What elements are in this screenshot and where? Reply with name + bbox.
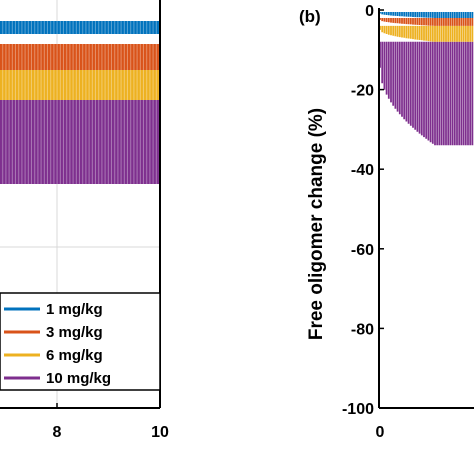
series-6-mgkg [0,70,159,102]
panel-b-x-ticks: 0 [376,424,385,441]
panel-a-x-ticks: 8 10 [53,403,169,441]
panel-b-y-ticks: 0 -20 -40 -60 -80 -100 [342,3,384,418]
series-3-mgkg [0,44,159,72]
series-band [0,70,159,102]
series-band [0,21,159,34]
y-tick-label: -60 [351,242,374,259]
y-tick-label: -40 [351,162,374,179]
y-tick-label: -100 [342,401,374,418]
legend-entry: 10 mg/kg [46,370,111,387]
panel-a-series [0,21,159,184]
y-tick-label: 0 [365,3,374,20]
legend-entry: 1 mg/kg [46,301,103,318]
x-tick-label: 10 [151,424,169,441]
x-tick-label: 8 [53,424,62,441]
panel-a-chart: 8 10 1 mg/kg 3 mg/kg 6 mg/kg 10 mg/kg [0,0,169,441]
series-band [0,100,159,184]
panel-b-label: (b) [299,7,321,26]
panel-b-y-axis-label: Free oligomer change (%) [306,108,327,340]
panel-b-axes [378,8,474,409]
legend-entry: 3 mg/kg [46,324,103,341]
series-band [0,44,159,72]
legend-entry: 6 mg/kg [46,347,103,364]
series-10-mgkg [0,100,159,184]
series-1-mgkg [0,21,159,34]
y-tick-label: -20 [351,83,374,100]
panel-b-chart: 0 -20 -40 -60 -80 -100 0 Free oligomer change… [299,3,474,441]
x-tick-label: 0 [376,424,385,441]
y-tick-label: -80 [351,321,374,338]
panel-b-series [379,12,474,146]
panel-a-legend: 1 mg/kg 3 mg/kg 6 mg/kg 10 mg/kg [0,292,161,391]
